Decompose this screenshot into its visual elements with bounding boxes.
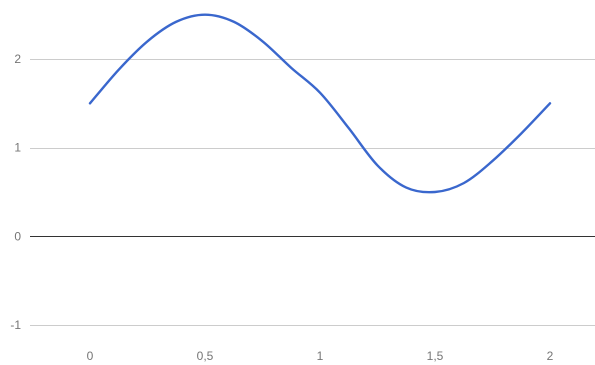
y-tick-label: -1 — [10, 318, 21, 332]
x-tick-label: 0,5 — [197, 349, 214, 363]
y-tick-label: 1 — [14, 141, 21, 155]
y-tick-label: 2 — [14, 52, 21, 66]
x-tick-label: 1 — [317, 349, 324, 363]
y-axis-tick-labels: -1 0 1 2 — [10, 52, 21, 332]
x-axis-tick-labels: 0 0,5 1 1,5 2 — [87, 349, 554, 363]
series-lines — [88, 13, 552, 194]
gridlines — [30, 59, 595, 326]
series-line-0 — [88, 13, 552, 194]
y-tick-label: 0 — [14, 229, 21, 243]
x-tick-label: 2 — [547, 349, 554, 363]
x-tick-label: 1,5 — [427, 349, 444, 363]
x-tick-label: 0 — [87, 349, 94, 363]
